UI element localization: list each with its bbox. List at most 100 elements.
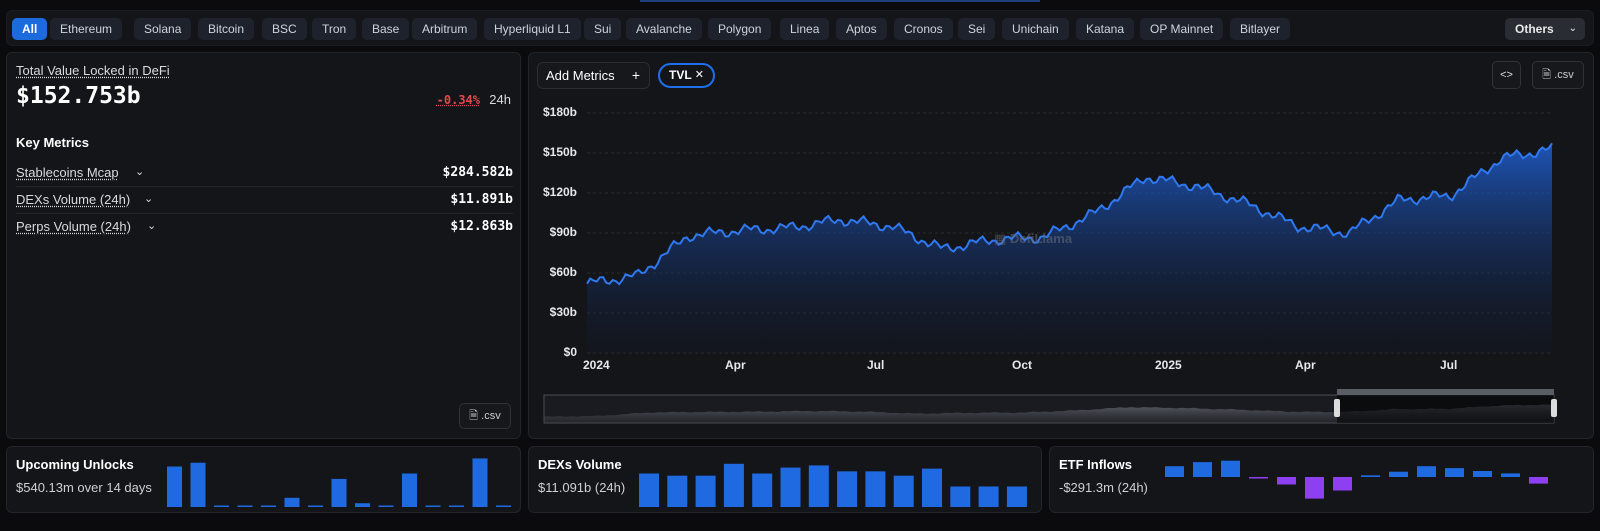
bar[interactable] — [496, 505, 511, 508]
etf-inflows-panel[interactable]: ETF Inflows -$291.3m (24h) — [1049, 446, 1594, 513]
bar[interactable] — [284, 497, 300, 507]
bar[interactable] — [950, 486, 971, 507]
chain-tab-bitlayer[interactable]: Bitlayer — [1230, 18, 1291, 40]
brush-handle-right[interactable] — [1551, 399, 1557, 417]
y-tick-label: $90b — [549, 225, 577, 239]
chain-tab-bitcoin[interactable]: Bitcoin — [198, 18, 255, 40]
chain-tab-cronos[interactable]: Cronos — [894, 18, 953, 40]
chain-tab-tron[interactable]: Tron — [312, 18, 357, 40]
others-dropdown[interactable]: Others ⌄ — [1505, 18, 1585, 40]
bar[interactable] — [1193, 462, 1212, 477]
bar[interactable] — [639, 473, 659, 507]
chain-tab-sui[interactable]: Sui — [584, 18, 622, 40]
bar[interactable] — [167, 466, 182, 508]
bar[interactable] — [425, 505, 441, 508]
bar[interactable] — [922, 468, 942, 507]
tvl-area-chart[interactable] — [529, 53, 1595, 440]
tvl-metric-tag[interactable]: TVL ✕ — [658, 63, 715, 88]
code-icon: <> — [1500, 69, 1513, 81]
embed-button[interactable]: <> — [1492, 61, 1521, 89]
x-tick-label: 2024 — [583, 358, 610, 372]
bar[interactable] — [1249, 477, 1268, 479]
bar[interactable] — [723, 463, 744, 507]
bar[interactable] — [1417, 466, 1436, 477]
bar[interactable] — [865, 471, 886, 507]
range-brush[interactable] — [543, 389, 1557, 424]
chain-tab-op-mainnet[interactable]: OP Mainnet — [1140, 18, 1224, 40]
metric-row-perps-volume[interactable]: Perps Volume (24h) ⌄ $12.863b — [16, 214, 513, 241]
bar[interactable] — [1361, 475, 1380, 477]
chain-tab-all[interactable]: All — [12, 18, 48, 40]
dexs-title: DEXs Volume — [538, 457, 622, 472]
chevron-down-icon[interactable]: ⌄ — [144, 193, 154, 205]
chain-tab-solana[interactable]: Solana — [134, 18, 192, 40]
bar[interactable] — [331, 478, 347, 507]
bar[interactable] — [355, 503, 370, 507]
chart-csv-button[interactable]: 🗎 .csv — [1532, 61, 1584, 89]
dexs-volume-panel[interactable]: DEXs Volume $11.091b (24h) — [528, 446, 1042, 513]
brush-handle-left[interactable] — [1334, 399, 1340, 417]
chain-tab-linea[interactable]: Linea — [780, 18, 830, 40]
bar[interactable] — [667, 475, 688, 507]
csv-label: .csv — [1554, 69, 1574, 81]
chevron-down-icon[interactable]: ⌄ — [135, 166, 145, 178]
csv-label: .csv — [481, 410, 501, 422]
brush-selection[interactable] — [1337, 395, 1554, 423]
bar[interactable] — [214, 505, 229, 508]
bar[interactable] — [1501, 473, 1520, 477]
bar[interactable] — [1305, 477, 1324, 499]
chain-tab-hyperliquid-l1[interactable]: Hyperliquid L1 — [484, 18, 581, 40]
bar[interactable] — [1389, 471, 1408, 477]
chain-tab-katana[interactable]: Katana — [1076, 18, 1135, 40]
bar[interactable] — [449, 505, 464, 508]
tvl-value: $152.753b — [16, 83, 141, 109]
bar[interactable] — [808, 465, 829, 507]
chain-tab-ethereum[interactable]: Ethereum — [50, 18, 123, 40]
close-icon[interactable]: ✕ — [694, 69, 704, 81]
chain-tab-arbitrum[interactable]: Arbitrum — [412, 18, 478, 40]
bar[interactable] — [893, 475, 914, 507]
bar[interactable] — [1165, 466, 1184, 477]
bar[interactable] — [780, 467, 801, 507]
bar[interactable] — [1006, 486, 1027, 507]
metric-label[interactable]: Stablecoins Mcap — [16, 165, 119, 180]
chevron-down-icon[interactable]: ⌄ — [147, 220, 157, 232]
chain-tab-polygon[interactable]: Polygon — [708, 18, 772, 40]
bar[interactable] — [308, 505, 323, 508]
download-csv-button[interactable]: 🗎 .csv — [459, 403, 511, 429]
chain-tab-sei[interactable]: Sei — [958, 18, 996, 40]
bar[interactable] — [1221, 460, 1240, 477]
bar[interactable] — [1445, 468, 1464, 477]
bar[interactable] — [237, 505, 253, 508]
metric-value: $284.582b — [442, 165, 513, 180]
top-accent-line — [0, 0, 1600, 3]
bar[interactable] — [695, 475, 716, 507]
metric-row-dexs-volume[interactable]: DEXs Volume (24h) ⌄ $11.891b — [16, 187, 513, 214]
unlocks-title: Upcoming Unlocks — [16, 457, 134, 472]
bar[interactable] — [402, 473, 417, 507]
chain-tab-avalanche[interactable]: Avalanche — [626, 18, 702, 40]
add-metrics-button[interactable]: Add Metrics + — [537, 62, 650, 89]
unlocks-bar-chart — [167, 458, 511, 508]
llama-logo-icon: ▦ — [994, 231, 1007, 246]
metric-label[interactable]: DEXs Volume (24h) — [16, 192, 131, 207]
upcoming-unlocks-panel[interactable]: Upcoming Unlocks $540.13m over 14 days — [6, 446, 521, 513]
chain-tab-unichain[interactable]: Unichain — [1002, 18, 1069, 40]
chain-tab-aptos[interactable]: Aptos — [836, 18, 887, 40]
metric-label[interactable]: Perps Volume (24h) — [16, 219, 131, 234]
tvl-title[interactable]: Total Value Locked in DeFi — [16, 63, 170, 78]
bar[interactable] — [261, 505, 276, 508]
chain-tab-bsc[interactable]: BSC — [262, 18, 307, 40]
bar[interactable] — [1473, 471, 1492, 477]
bar[interactable] — [1529, 477, 1548, 484]
bar[interactable] — [752, 473, 773, 507]
bar[interactable] — [472, 458, 488, 507]
bar[interactable] — [978, 486, 999, 507]
bar[interactable] — [1333, 477, 1352, 491]
bar[interactable] — [378, 505, 394, 508]
bar[interactable] — [1277, 477, 1296, 485]
metric-row-stablecoins[interactable]: Stablecoins Mcap ⌄ $284.582b — [16, 160, 513, 187]
bar[interactable] — [190, 462, 206, 507]
chain-tab-base[interactable]: Base — [362, 18, 410, 40]
bar[interactable] — [837, 471, 858, 507]
